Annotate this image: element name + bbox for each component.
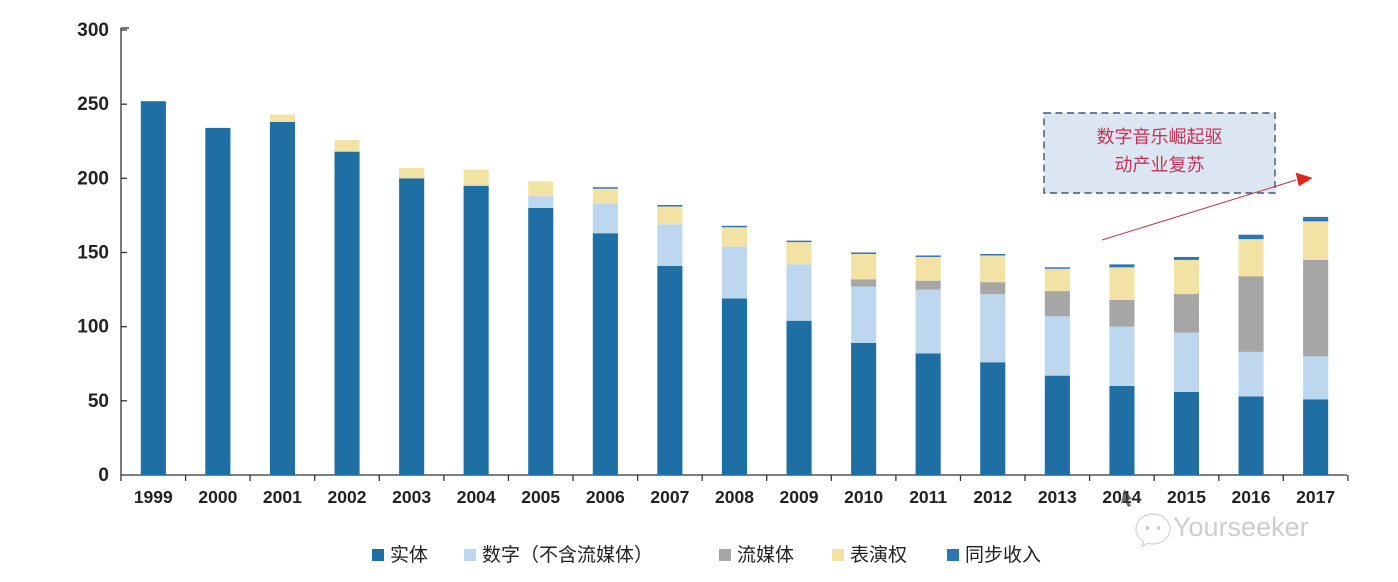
svg-text:100: 100 [77,317,109,338]
svg-text:50: 50 [88,391,109,412]
svg-text:250: 250 [77,94,109,115]
svg-text:2009: 2009 [780,487,819,507]
svg-text:0: 0 [98,465,109,486]
svg-text:2005: 2005 [521,487,560,507]
svg-text:2008: 2008 [715,487,754,507]
svg-text:2012: 2012 [973,487,1012,507]
svg-text:2001: 2001 [263,487,302,507]
svg-text:2016: 2016 [1232,487,1271,507]
svg-text:2000: 2000 [198,487,237,507]
svg-text:2002: 2002 [328,487,367,507]
svg-text:200: 200 [77,168,109,189]
svg-text:1999: 1999 [134,487,173,507]
svg-text:2004: 2004 [457,487,496,507]
svg-text:300: 300 [77,20,109,41]
svg-text:2017: 2017 [1296,487,1335,507]
svg-text:2011: 2011 [909,487,947,507]
svg-text:2003: 2003 [392,487,431,507]
svg-text:2014: 2014 [1102,487,1141,507]
svg-text:2007: 2007 [650,487,689,507]
svg-text:2013: 2013 [1038,487,1077,507]
svg-text:2015: 2015 [1167,487,1206,507]
svg-text:2010: 2010 [844,487,883,507]
svg-text:2006: 2006 [586,487,625,507]
svg-text:150: 150 [77,243,109,264]
